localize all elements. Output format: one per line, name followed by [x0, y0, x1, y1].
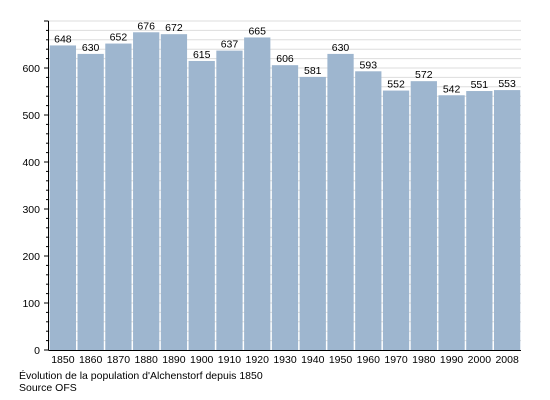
bars: [49, 32, 521, 351]
bar-1970: [382, 90, 410, 350]
x-tick-label-1880: 1880: [134, 354, 158, 366]
y-tick-label-400: 400: [22, 157, 40, 169]
x-tick-labels: 1850 1860 1870 1880 1890 1900 1910 1920 1930 1940…: [51, 354, 519, 366]
x-tick-label-1870: 1870: [107, 354, 131, 366]
value-label-1980: 572: [415, 69, 433, 81]
bar-1980: [410, 81, 437, 350]
x-tick-label-1960: 1960: [357, 354, 381, 366]
x-tick-label-2008: 2008: [495, 354, 519, 366]
value-label-1930: 606: [276, 53, 294, 65]
bar-1870: [105, 43, 132, 351]
value-label-1950: 630: [332, 42, 350, 54]
x-tick-label-1980: 1980: [412, 354, 436, 366]
y-tick-label-0: 0: [34, 345, 40, 357]
y-tick-labels: 0 100 200 300 400 500 600: [22, 63, 40, 357]
x-tick-label-1860: 1860: [79, 354, 103, 366]
x-tick-label-1850: 1850: [51, 354, 75, 366]
x-tick-label-1990: 1990: [440, 354, 464, 366]
value-label-1860: 630: [82, 42, 100, 54]
value-label-2008: 553: [498, 78, 516, 90]
x-tick-label-1920: 1920: [246, 354, 270, 366]
value-label-1910: 637: [221, 39, 239, 51]
bar-1860: [77, 53, 104, 351]
chart-caption: Évolution de la population d'Alchenstorf…: [19, 370, 263, 382]
value-label-1870: 652: [110, 32, 128, 44]
value-labels: 648 630 652 676 672 615 637 665 606 581 630 593 552 5…: [54, 20, 516, 95]
bar-1940: [299, 76, 326, 351]
axes: [44, 20, 521, 351]
bar-1960: [355, 71, 382, 350]
bar-1910: [216, 50, 243, 351]
chart-source: Source OFS: [19, 382, 77, 394]
bar-1990: [438, 95, 465, 350]
y-tick-label-300: 300: [22, 204, 40, 216]
x-tick-label-1890: 1890: [162, 354, 186, 366]
value-label-2000: 551: [471, 79, 489, 91]
x-tick-label-1940: 1940: [301, 354, 325, 366]
y-tick-label-100: 100: [22, 298, 40, 310]
value-label-1970: 552: [387, 79, 405, 91]
bar-2008: [493, 90, 521, 350]
y-tick-label-500: 500: [22, 110, 40, 122]
x-tick-label-1970: 1970: [384, 354, 408, 366]
x-tick-label-1900: 1900: [190, 354, 214, 366]
value-label-1990: 542: [443, 83, 461, 95]
x-tick-label-1910: 1910: [218, 354, 242, 366]
value-label-1940: 581: [304, 65, 322, 77]
bar-1880: [133, 32, 160, 350]
x-tick-label-1930: 1930: [273, 354, 297, 366]
bar-2000: [466, 91, 493, 350]
bar-1890: [160, 34, 188, 350]
x-tick-label-2000: 2000: [468, 354, 492, 366]
value-label-1960: 593: [360, 59, 378, 71]
bar-1950: [327, 53, 354, 351]
x-tick-label-1950: 1950: [329, 354, 353, 366]
value-label-1850: 648: [54, 33, 72, 45]
bar-1900: [188, 60, 215, 350]
y-tick-label-600: 600: [22, 63, 40, 75]
bar-1920: [244, 37, 271, 350]
value-label-1900: 615: [193, 49, 211, 61]
bar-1930: [271, 65, 299, 351]
y-tick-label-200: 200: [22, 251, 40, 263]
value-label-1880: 676: [137, 20, 155, 32]
bar-1850: [49, 45, 77, 350]
value-label-1890: 672: [165, 22, 183, 34]
value-label-1920: 665: [248, 25, 266, 37]
